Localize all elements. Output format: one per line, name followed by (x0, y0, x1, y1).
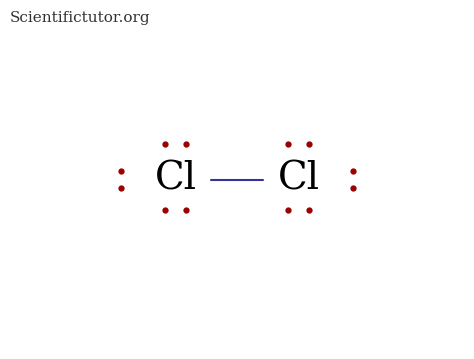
Text: Cl: Cl (155, 161, 196, 198)
Text: Scientifictutor.org: Scientifictutor.org (9, 11, 150, 25)
Text: Cl: Cl (278, 161, 319, 198)
